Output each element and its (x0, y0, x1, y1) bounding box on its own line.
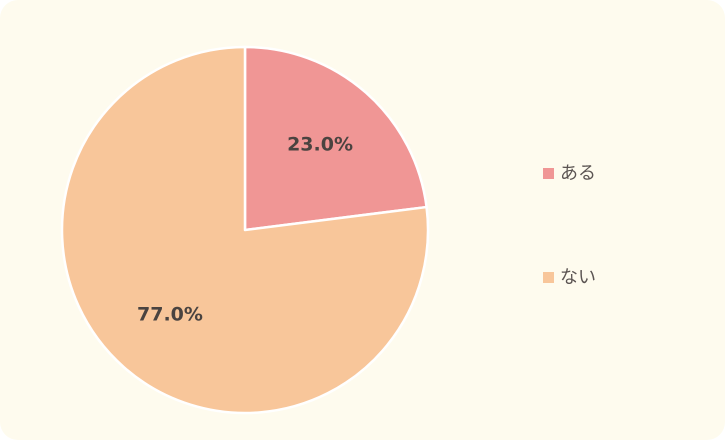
legend-swatch-1 (543, 272, 554, 283)
pie-slice-0 (243, 45, 428, 232)
slice-label-1: 77.0% (137, 304, 203, 326)
legend-label-1: ない (560, 267, 596, 288)
slice-label-0: 23.0% (287, 133, 353, 155)
legend-swatch-0 (543, 168, 554, 179)
pie-slice-1 (60, 45, 430, 415)
legend-label-0: ある (560, 163, 596, 184)
